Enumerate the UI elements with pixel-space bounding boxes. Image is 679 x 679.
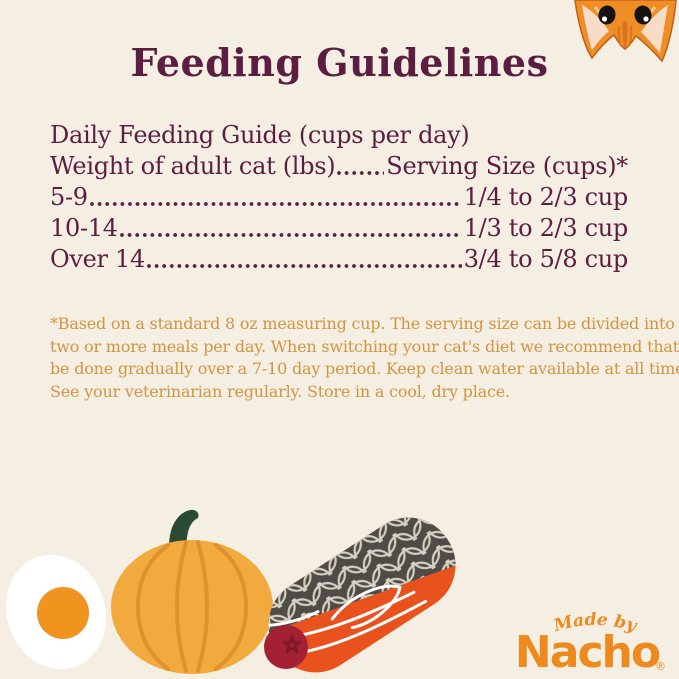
row-label: 5-9 bbox=[50, 183, 88, 211]
cat-right-inner-ear bbox=[641, 5, 668, 53]
footnote-line: two or more meals per day. When switchin… bbox=[50, 336, 679, 356]
dot-leader bbox=[146, 264, 462, 268]
row-label: Over 14 bbox=[50, 245, 145, 273]
footnote-line: *Based on a standard 8 oz measuring cup.… bbox=[50, 314, 675, 333]
header-label: Weight of adult cat (lbs) bbox=[50, 152, 336, 180]
table-row: 5-9 1/4 to 2/3 cup bbox=[50, 182, 628, 213]
dot-leader bbox=[89, 202, 462, 206]
pumpkin-ridges bbox=[135, 540, 249, 673]
made-by-nacho-logo: Made by Nacho ® bbox=[515, 610, 666, 673]
feeding-guide-table: Daily Feeding Guide (cups per day) Weigh… bbox=[50, 120, 628, 275]
footnote-line: be done gradually over a 7-10 day period… bbox=[50, 359, 679, 378]
guide-heading: Daily Feeding Guide (cups per day) bbox=[50, 121, 470, 149]
row-value: 3/4 to 5/8 cup bbox=[463, 245, 629, 273]
table-row: 10-14 1/3 to 2/3 cup bbox=[50, 213, 628, 244]
row-label: 10-14 bbox=[50, 214, 118, 242]
footnote: *Based on a standard 8 oz measuring cup.… bbox=[50, 313, 679, 403]
cranberry-illustration bbox=[264, 625, 308, 669]
food-illustrations bbox=[6, 500, 463, 674]
salmon-scales bbox=[250, 500, 463, 634]
pumpkin-body bbox=[111, 540, 273, 674]
table-row: Over 14 3/4 to 5/8 cup bbox=[50, 244, 628, 275]
cranberry-body bbox=[264, 625, 308, 669]
cranberry-star-center bbox=[289, 642, 295, 648]
row-value: 1/4 to 2/3 cup bbox=[463, 183, 629, 211]
egg-yolk bbox=[37, 587, 89, 639]
cat-left-inner-ear bbox=[582, 5, 609, 50]
table-header-row: Weight of adult cat (lbs) Serving Size (… bbox=[50, 151, 628, 182]
egg-illustration bbox=[6, 554, 106, 670]
row-value: 1/3 to 2/3 cup bbox=[463, 214, 629, 242]
cat-forehead-stripe bbox=[622, 22, 628, 49]
dot-leader bbox=[119, 233, 462, 237]
dot-leader bbox=[337, 171, 385, 175]
salmon-illustration bbox=[250, 500, 463, 673]
registered-trademark-symbol: ® bbox=[655, 660, 666, 673]
footnote-line: See your veterinarian regularly. Store i… bbox=[50, 381, 510, 401]
cat-left-eye-glint bbox=[601, 16, 608, 22]
cat-fur-stripes bbox=[617, 25, 633, 47]
pumpkin-illustration bbox=[111, 509, 273, 674]
header-value: Serving Size (cups)* bbox=[386, 152, 628, 180]
page-title: Feeding Guidelines bbox=[130, 40, 549, 85]
cat-right-eye-glint bbox=[643, 16, 649, 22]
brand-wordmark: Nacho bbox=[515, 627, 660, 673]
cat-face-illustration bbox=[574, 0, 677, 63]
